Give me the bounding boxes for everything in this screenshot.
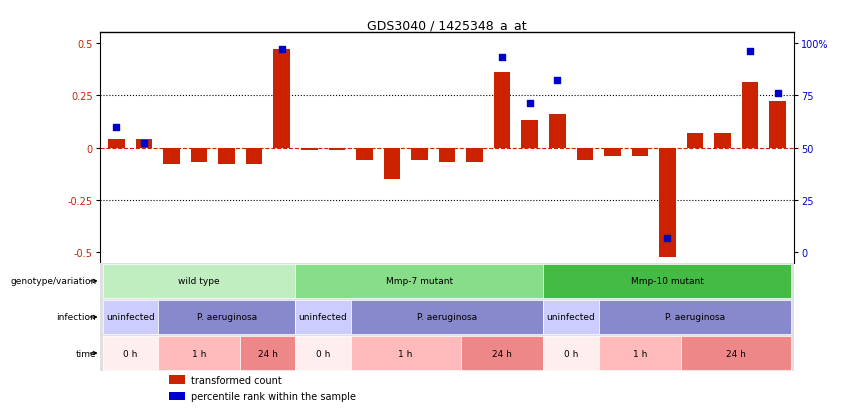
- Point: [109, 124, 123, 131]
- Bar: [328, 148, 345, 150]
- Text: 0 h: 0 h: [316, 349, 330, 358]
- Text: 0 h: 0 h: [564, 349, 578, 358]
- Bar: [163, 148, 180, 165]
- Point: [661, 235, 674, 242]
- Bar: [438, 148, 456, 163]
- Bar: [599, 336, 681, 370]
- Bar: [191, 148, 207, 163]
- Bar: [356, 148, 372, 161]
- Text: 1 h: 1 h: [398, 349, 413, 358]
- Text: P. aeruginosa: P. aeruginosa: [665, 313, 725, 322]
- Point: [137, 141, 151, 147]
- Text: 24 h: 24 h: [727, 349, 746, 358]
- Bar: [549, 115, 566, 148]
- Text: 0 h: 0 h: [123, 349, 137, 358]
- Text: uninfected: uninfected: [299, 313, 347, 322]
- Bar: [543, 300, 599, 335]
- Bar: [384, 148, 400, 180]
- Text: wild type: wild type: [178, 277, 220, 286]
- Text: transformed count: transformed count: [192, 375, 282, 385]
- Point: [771, 90, 785, 97]
- Bar: [295, 300, 351, 335]
- Text: genotype/variation: genotype/variation: [10, 277, 96, 286]
- Text: percentile rank within the sample: percentile rank within the sample: [192, 391, 357, 401]
- Text: Mmp-10 mutant: Mmp-10 mutant: [631, 277, 704, 286]
- Bar: [240, 336, 295, 370]
- Text: uninfected: uninfected: [547, 313, 595, 322]
- Bar: [742, 83, 759, 148]
- Point: [495, 55, 509, 62]
- Bar: [543, 336, 599, 370]
- Bar: [351, 336, 461, 370]
- Bar: [522, 121, 538, 148]
- Bar: [494, 73, 510, 148]
- Point: [523, 101, 536, 107]
- Bar: [108, 140, 125, 148]
- Bar: [295, 336, 351, 370]
- Bar: [273, 50, 290, 148]
- Bar: [769, 102, 786, 148]
- Bar: [102, 336, 158, 370]
- Bar: [659, 148, 675, 257]
- Bar: [461, 336, 543, 370]
- Text: infection: infection: [56, 313, 96, 322]
- Bar: [687, 133, 703, 148]
- Bar: [466, 148, 483, 163]
- Bar: [246, 148, 262, 165]
- Bar: [158, 336, 240, 370]
- Bar: [632, 148, 648, 157]
- Title: GDS3040 / 1425348_a_at: GDS3040 / 1425348_a_at: [367, 19, 527, 32]
- Point: [275, 47, 289, 53]
- Bar: [135, 140, 152, 148]
- Text: time: time: [76, 349, 96, 358]
- Bar: [714, 133, 731, 148]
- Bar: [599, 300, 792, 335]
- Bar: [604, 148, 621, 157]
- Bar: [411, 148, 428, 161]
- Bar: [169, 375, 185, 384]
- Bar: [295, 264, 543, 299]
- Text: uninfected: uninfected: [106, 313, 155, 322]
- Bar: [219, 148, 235, 165]
- Bar: [169, 392, 185, 400]
- Text: 1 h: 1 h: [192, 349, 207, 358]
- Bar: [543, 264, 792, 299]
- Bar: [351, 300, 543, 335]
- Point: [550, 78, 564, 85]
- Text: 1 h: 1 h: [633, 349, 648, 358]
- Bar: [576, 148, 593, 161]
- Bar: [102, 264, 295, 299]
- Bar: [301, 148, 318, 150]
- Point: [743, 49, 757, 55]
- Text: 24 h: 24 h: [492, 349, 512, 358]
- Bar: [102, 300, 158, 335]
- Text: Mmp-7 mutant: Mmp-7 mutant: [386, 277, 453, 286]
- Bar: [681, 336, 792, 370]
- Text: P. aeruginosa: P. aeruginosa: [417, 313, 477, 322]
- Bar: [158, 300, 295, 335]
- Text: P. aeruginosa: P. aeruginosa: [196, 313, 257, 322]
- Text: 24 h: 24 h: [258, 349, 278, 358]
